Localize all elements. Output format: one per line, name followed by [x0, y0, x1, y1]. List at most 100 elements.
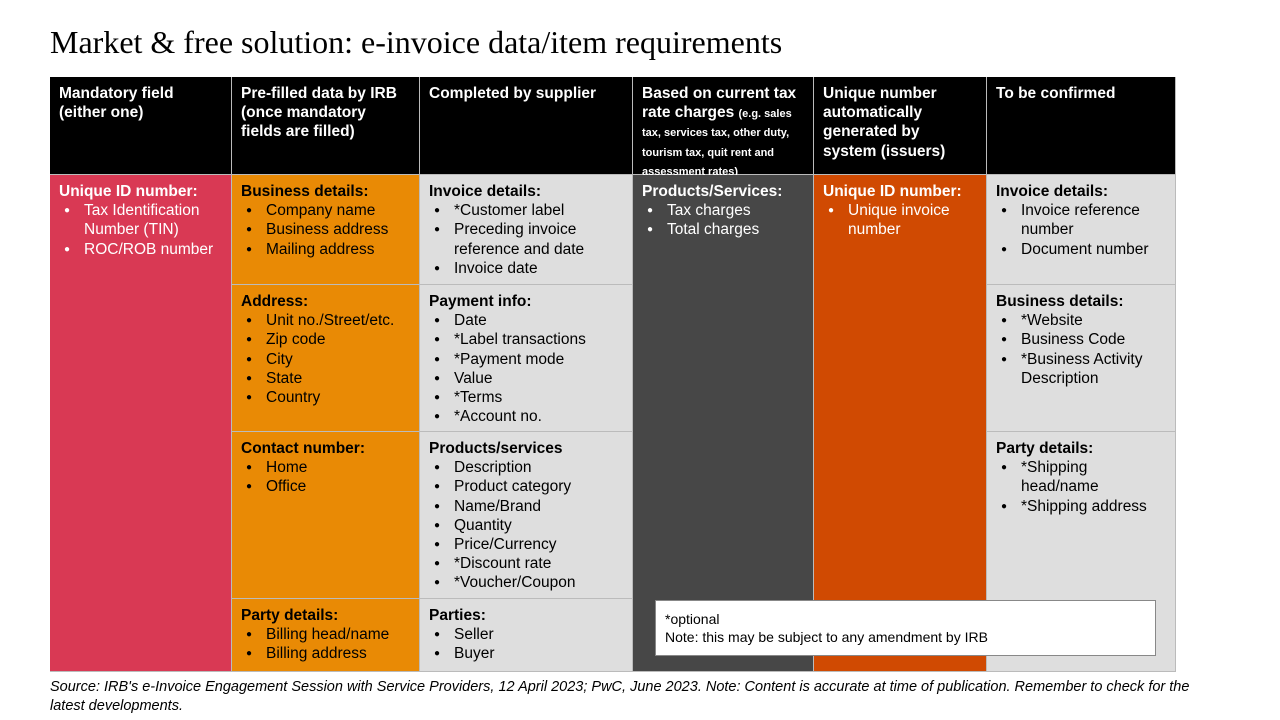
list-item: *Discount rate: [429, 554, 623, 573]
list-item: Mailing address: [241, 240, 410, 259]
list-item: Document number: [996, 240, 1166, 259]
list-item: Product category: [429, 477, 623, 496]
list-item: *Payment mode: [429, 350, 623, 369]
bullet-list: *Customer labelPreceding invoice referen…: [429, 201, 623, 278]
bullet-list: Tax Identification Number (TIN)ROC/ROB n…: [59, 201, 222, 259]
list-item: Home: [241, 458, 410, 477]
bullet-list: HomeOffice: [241, 458, 410, 497]
list-item: *Business Activity Description: [996, 350, 1166, 388]
list-item: *Account no.: [429, 407, 623, 426]
table-cell: Invoice details:*Customer labelPreceding…: [420, 175, 633, 285]
column-header: Mandatory field (either one): [50, 77, 232, 175]
list-item: Unit no./Street/etc.: [241, 311, 410, 330]
list-item: Country: [241, 388, 410, 407]
list-item: Company name: [241, 201, 410, 220]
cell-title: Invoice details:: [429, 183, 541, 200]
list-item: Total charges: [642, 220, 804, 239]
list-item: Value: [429, 369, 623, 388]
list-item: Date: [429, 311, 623, 330]
list-item: Quantity: [429, 516, 623, 535]
header-subtext: (e.g. sales tax, services tax, other dut…: [642, 108, 792, 178]
header-text: To be confirmed: [996, 85, 1116, 102]
column-header: Completed by supplier: [420, 77, 633, 175]
table-cell: Products/Services:Tax chargesTotal charg…: [633, 175, 814, 672]
column-header: Pre-filled data by IRB (once mandatory f…: [232, 77, 420, 175]
bullet-list: Unit no./Street/etc.Zip codeCityStateCou…: [241, 311, 410, 407]
cell-title: Address:: [241, 293, 309, 310]
list-item: Tax charges: [642, 201, 804, 220]
column-header: Based on current tax rate charges (e.g. …: [633, 77, 814, 178]
list-item: Unique invoice number: [823, 201, 977, 239]
cell-title: Contact number:: [241, 440, 365, 457]
column-header: Unique number automatically generated by…: [814, 77, 987, 175]
list-item: Tax Identification Number (TIN): [59, 201, 222, 239]
bullet-list: Billing head/nameBilling address: [241, 625, 410, 664]
table-cell: Parties:SellerBuyer: [420, 599, 633, 672]
list-item: State: [241, 369, 410, 388]
list-item: *Customer label: [429, 201, 623, 220]
header-text: Completed by supplier: [429, 85, 597, 102]
cell-title: Parties:: [429, 607, 486, 624]
column-header: To be confirmed: [987, 77, 1176, 175]
list-item: Office: [241, 477, 410, 496]
list-item: Buyer: [429, 644, 623, 663]
bullet-list: Tax chargesTotal charges: [642, 201, 804, 240]
list-item: Zip code: [241, 330, 410, 349]
list-item: Name/Brand: [429, 497, 623, 516]
table-cell: Party details:Billing head/nameBilling a…: [232, 599, 420, 672]
table-cell: Contact number:HomeOffice: [232, 432, 420, 599]
cell-title: Payment info:: [429, 293, 532, 310]
list-item: Business address: [241, 220, 410, 239]
list-item: Preceding invoice reference and date: [429, 220, 623, 258]
list-item: City: [241, 350, 410, 369]
cell-title: Invoice details:: [996, 183, 1108, 200]
list-item: Invoice reference number: [996, 201, 1166, 239]
cell-title: Unique ID number:: [823, 183, 962, 200]
table-cell: Invoice details:Invoice reference number…: [987, 175, 1176, 285]
note-amendment: Note: this may be subject to any amendme…: [665, 629, 988, 645]
table-cell: Address:Unit no./Street/etc.Zip codeCity…: [232, 285, 420, 432]
bullet-list: DescriptionProduct categoryName/BrandQua…: [429, 458, 623, 593]
list-item: *Label transactions: [429, 330, 623, 349]
list-item: *Shipping head/name: [996, 458, 1166, 496]
cell-title: Party details:: [241, 607, 339, 624]
note-optional: *optional: [665, 611, 720, 627]
header-text: Pre-filled data by IRB (once mandatory f…: [241, 85, 397, 141]
source-footnote: Source: IRB's e-Invoice Engagement Sessi…: [50, 679, 1190, 714]
bullet-list: SellerBuyer: [429, 625, 623, 664]
list-item: Invoice date: [429, 259, 623, 278]
table-cell: Payment info:Date*Label transactions*Pay…: [420, 285, 633, 432]
list-item: Description: [429, 458, 623, 477]
header-text: Unique number automatically generated by…: [823, 85, 946, 160]
table-cell: Unique ID number:Unique invoice number: [814, 175, 987, 672]
header-text: Based on current tax rate charges: [642, 85, 797, 122]
cell-title: Party details:: [996, 440, 1094, 457]
bullet-list: *Shipping head/name*Shipping address: [996, 458, 1166, 516]
table-cell: Products/servicesDescriptionProduct cate…: [420, 432, 633, 599]
bullet-list: Invoice reference numberDocument number: [996, 201, 1166, 259]
note-box: *optional Note: this may be subject to a…: [655, 600, 1156, 656]
list-item: Seller: [429, 625, 623, 644]
list-item: *Terms: [429, 388, 623, 407]
table-cell: Business details:Company nameBusiness ad…: [232, 175, 420, 285]
page-title: Market & free solution: e-invoice data/i…: [50, 24, 783, 60]
header-text: Mandatory field (either one): [59, 85, 174, 122]
cell-title: Business details:: [996, 293, 1124, 310]
list-item: *Website: [996, 311, 1166, 330]
list-item: *Voucher/Coupon: [429, 573, 623, 592]
list-item: Billing address: [241, 644, 410, 663]
cell-title: Products/Services:: [642, 183, 783, 200]
bullet-list: Date*Label transactions*Payment modeValu…: [429, 311, 623, 426]
cell-title: Business details:: [241, 183, 369, 200]
table-cell: Business details:*WebsiteBusiness Code*B…: [987, 285, 1176, 432]
bullet-list: *WebsiteBusiness Code*Business Activity …: [996, 311, 1166, 388]
list-item: *Shipping address: [996, 497, 1166, 516]
cell-title: Products/services: [429, 440, 563, 457]
cell-title: Unique ID number:: [59, 183, 198, 200]
bullet-list: Company nameBusiness addressMailing addr…: [241, 201, 410, 259]
list-item: Business Code: [996, 330, 1166, 349]
bullet-list: Unique invoice number: [823, 201, 977, 239]
list-item: Billing head/name: [241, 625, 410, 644]
list-item: Price/Currency: [429, 535, 623, 554]
table-cell: Unique ID number:Tax Identification Numb…: [50, 175, 232, 672]
